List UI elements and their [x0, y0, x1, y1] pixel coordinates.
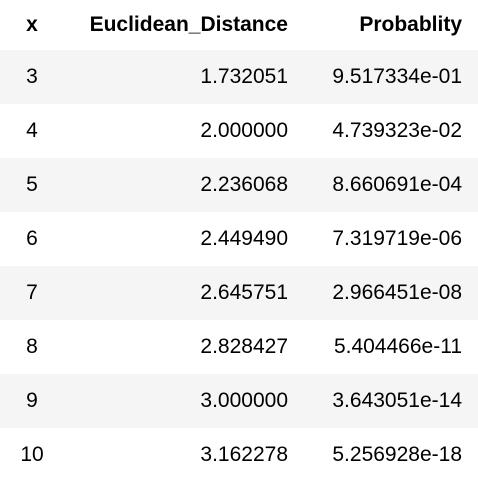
cell-probablity: 2.966451e-08 — [332, 281, 462, 304]
cell-x: 3 — [26, 65, 38, 88]
table-row: 8 2.828427 5.404466e-11 — [0, 320, 478, 374]
table-row: 10 3.162278 5.256928e-18 — [0, 428, 478, 482]
cell-euclidean-distance: 2.828427 — [200, 335, 288, 358]
column-header-x: x — [26, 13, 38, 36]
cell-x: 9 — [26, 389, 38, 412]
cell-euclidean-distance: 3.162278 — [200, 443, 288, 466]
cell-x: 8 — [26, 335, 38, 358]
cell-probablity: 4.739323e-02 — [332, 119, 462, 142]
cell-x: 5 — [26, 173, 38, 196]
cell-probablity: 5.404466e-11 — [333, 335, 462, 358]
column-header-probablity: Probablity — [359, 13, 462, 36]
table-row: 5 2.236068 8.660691e-04 — [0, 158, 478, 212]
cell-euclidean-distance: 1.732051 — [200, 65, 288, 88]
cell-euclidean-distance: 2.449490 — [200, 227, 288, 250]
cell-euclidean-distance: 2.000000 — [200, 119, 288, 142]
cell-euclidean-distance: 3.000000 — [200, 389, 288, 412]
cell-probablity: 9.517334e-01 — [332, 65, 462, 88]
cell-x: 10 — [20, 443, 44, 466]
table-row: 3 1.732051 9.517334e-01 — [0, 50, 478, 104]
table-header: x Euclidean_Distance Probablity — [0, 0, 478, 52]
column-header-euclidean-distance: Euclidean_Distance — [89, 13, 288, 36]
cell-probablity: 3.643051e-14 — [332, 389, 462, 412]
cell-x: 7 — [26, 281, 38, 304]
table-row: 4 2.000000 4.739323e-02 — [0, 104, 478, 158]
cell-x: 6 — [26, 227, 38, 250]
table-row: 6 2.449490 7.319719e-06 — [0, 212, 478, 266]
cell-probablity: 5.256928e-18 — [332, 443, 462, 466]
cell-probablity: 8.660691e-04 — [332, 173, 462, 196]
table-row: 9 3.000000 3.643051e-14 — [0, 374, 478, 428]
table-row: 7 2.645751 2.966451e-08 — [0, 266, 478, 320]
cell-x: 4 — [26, 119, 38, 142]
cell-euclidean-distance: 2.645751 — [200, 281, 288, 304]
cell-probablity: 7.319719e-06 — [332, 227, 462, 250]
cell-euclidean-distance: 2.236068 — [200, 173, 288, 196]
